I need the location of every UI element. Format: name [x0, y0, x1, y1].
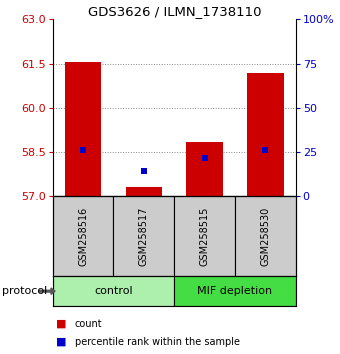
Text: GSM258517: GSM258517: [139, 207, 149, 266]
Text: protocol: protocol: [2, 286, 47, 296]
Bar: [174, 196, 235, 276]
Text: GSM258515: GSM258515: [200, 207, 210, 266]
Bar: [126, 187, 162, 196]
Text: GSM258530: GSM258530: [260, 207, 270, 266]
Text: control: control: [94, 286, 133, 296]
Text: MIF depletion: MIF depletion: [198, 286, 273, 296]
Bar: [65, 62, 101, 196]
Text: ■: ■: [56, 337, 67, 347]
Bar: [53, 196, 114, 276]
Bar: [53, 276, 174, 306]
Text: count: count: [75, 319, 102, 329]
Bar: [247, 73, 284, 196]
Text: percentile rank within the sample: percentile rank within the sample: [75, 337, 240, 347]
Title: GDS3626 / ILMN_1738110: GDS3626 / ILMN_1738110: [87, 5, 261, 18]
Text: ■: ■: [56, 319, 67, 329]
Text: GSM258516: GSM258516: [78, 207, 88, 266]
Bar: [235, 196, 296, 276]
Bar: [186, 142, 223, 196]
Bar: [174, 276, 296, 306]
Bar: [114, 196, 174, 276]
